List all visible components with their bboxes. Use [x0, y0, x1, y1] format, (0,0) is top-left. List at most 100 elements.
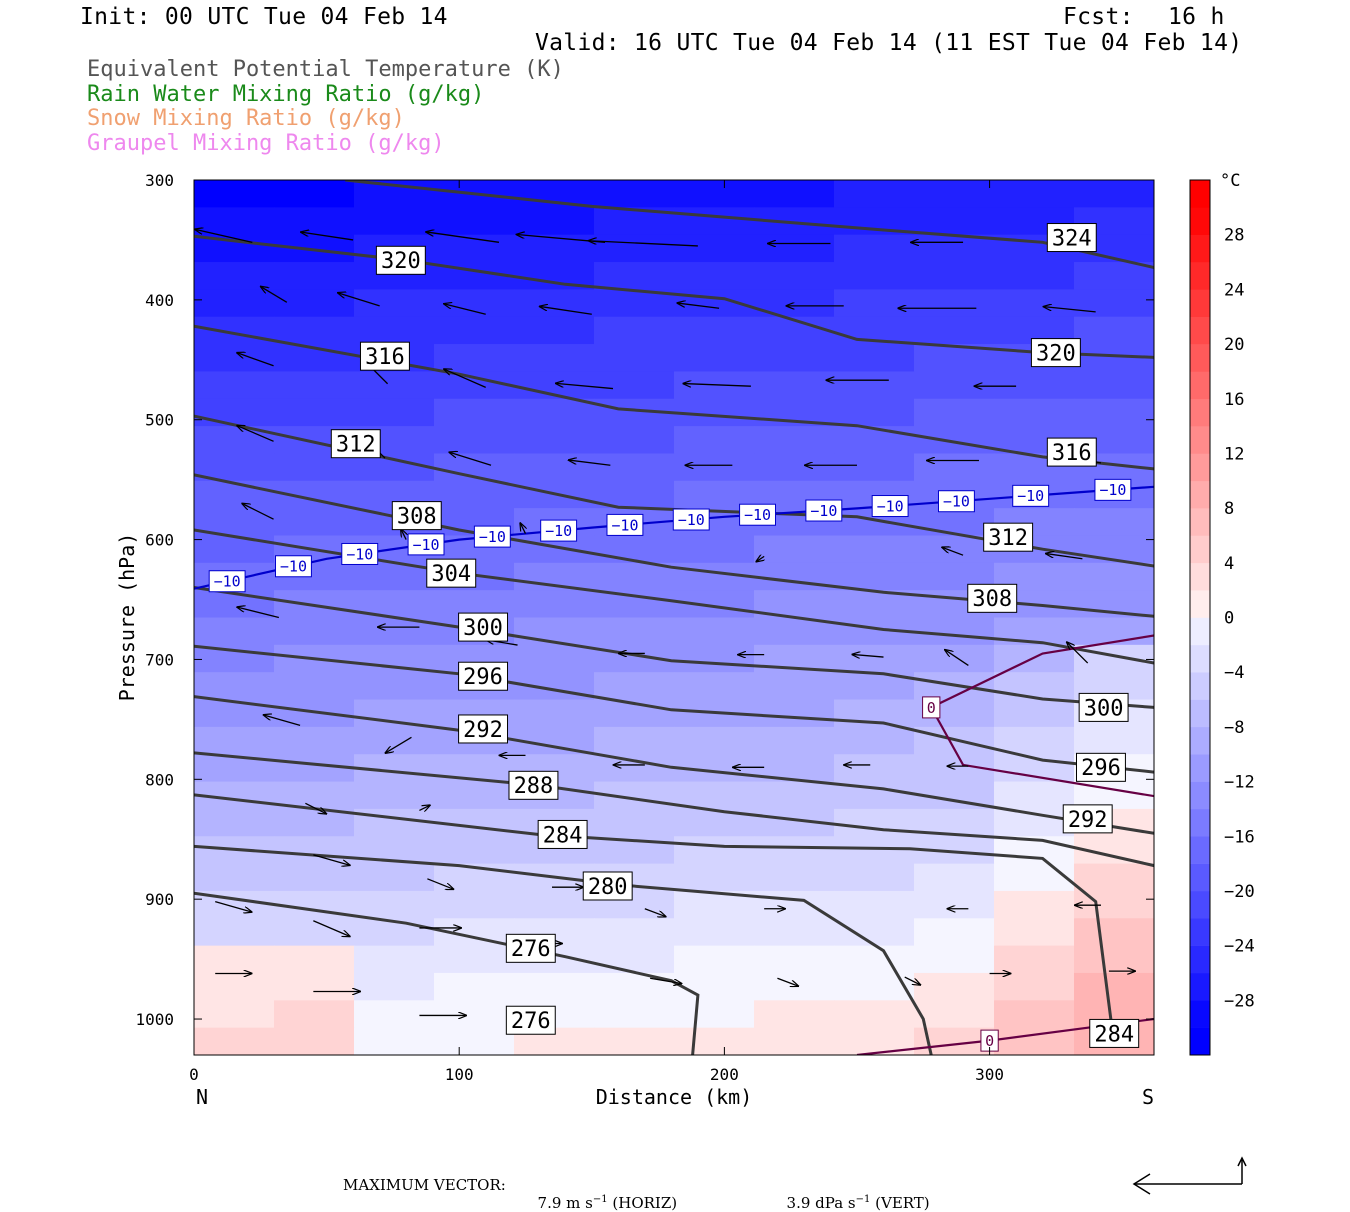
theta-e-label: 308: [972, 587, 1012, 612]
temperature-cell: [434, 426, 515, 455]
temperature-cell: [514, 207, 595, 236]
temperature-cell: [434, 1027, 515, 1055]
temperature-cell: [274, 180, 355, 208]
temperature-cell: [1074, 508, 1154, 537]
temperature-cell: [674, 453, 755, 482]
temperature-cell: [434, 1000, 515, 1029]
temperature-cell: [594, 453, 675, 482]
temperature-cell: [594, 234, 675, 263]
temperature-cell: [434, 480, 515, 509]
temperature-cell: [1074, 398, 1154, 427]
temperature-cell: [594, 617, 675, 646]
legend-theta-e: Equivalent Potential Temperature (K): [87, 57, 564, 82]
temperature-cell: [594, 535, 675, 564]
temperature-cell: [674, 535, 755, 564]
isotherm-label: −10: [214, 573, 241, 591]
legend-snow: Snow Mixing Ratio (g/kg): [87, 106, 405, 131]
temperature-cell: [354, 726, 435, 755]
vert-value: 3.9 dPa s: [786, 1194, 856, 1212]
temperature-cell: [194, 262, 275, 290]
isotherm-label: 0: [927, 699, 936, 717]
theta-e-line-304: [194, 528, 1154, 665]
temperature-cell: [674, 781, 755, 810]
isotherm-label-box: [739, 503, 776, 526]
temperature-cell: [434, 398, 515, 427]
colorbar-segment: [1190, 617, 1210, 646]
theta-e-label: 276: [511, 937, 551, 962]
colorbar-tick-label: −24: [1224, 937, 1255, 957]
temperature-cell: [754, 289, 835, 318]
max-vector-label: MAXIMUM VECTOR:: [343, 1176, 506, 1194]
theta-e-label: 288: [514, 774, 554, 799]
temperature-cell: [914, 535, 995, 564]
colorbar-segment: [1190, 262, 1210, 290]
temperature-cell: [354, 1000, 435, 1029]
colorbar-segment: [1190, 863, 1210, 892]
theta-e-label-box: [1030, 338, 1081, 368]
wind-vector: [777, 977, 798, 986]
temperature-cell: [274, 808, 355, 837]
temperature-cell: [914, 972, 995, 1001]
wind-vector: [945, 650, 969, 666]
colorbar-segment: [1190, 508, 1210, 536]
colorbar-segment: [1190, 972, 1210, 1001]
isotherm-label: −10: [611, 516, 638, 534]
axes: 0 100 200 300 300 400 500 600 700 800 900 1000: [135, 171, 1154, 1084]
theta-e-label: 316: [1052, 441, 1092, 466]
colorbar-tick-label: 12: [1224, 444, 1244, 464]
theta-e-label: 284: [543, 823, 583, 848]
wind-vector: [301, 232, 354, 241]
colorbar-segment: [1190, 535, 1210, 564]
y-tick-label: 300: [145, 171, 174, 190]
temperature-cell: [914, 234, 995, 263]
isotherm-label: −10: [1099, 481, 1126, 499]
temperature-cell: [834, 754, 915, 783]
colorbar-segment: [1190, 562, 1210, 591]
temperature-cell: [194, 945, 275, 974]
temperature-cell: [594, 972, 675, 1001]
temperature-cell: [834, 644, 915, 673]
isotherm-label: −10: [1017, 487, 1044, 505]
temperature-cell: [594, 808, 675, 837]
colorbar-segment: [1190, 890, 1210, 919]
y-tick-label: 500: [145, 411, 174, 430]
temperature-cell: [674, 644, 755, 673]
forecast-hour: 16 h: [1168, 4, 1225, 30]
colorbar-segment: [1190, 316, 1210, 345]
temperature-cell: [434, 836, 515, 865]
max-horiz-vector: 7.9 m s−1 (HORIZ): [528, 1176, 678, 1212]
theta-e-label: 324: [1052, 226, 1092, 251]
temperature-cell: [354, 808, 435, 837]
temperature-cell: [194, 344, 275, 373]
temperature-cell: [434, 316, 515, 345]
wind-vector: [644, 908, 666, 917]
theta-e-label: 300: [1084, 696, 1124, 721]
temperature-cell: [194, 234, 275, 263]
isotherm-label-box: [606, 513, 644, 536]
temperature-cell: [274, 699, 355, 728]
temperature-cell: [194, 180, 275, 208]
temperature-cell: [434, 781, 515, 810]
temperature-cell: [594, 180, 675, 208]
isotherm-label: −10: [943, 493, 970, 511]
temperature-cell: [354, 316, 435, 345]
colorbar-segment: [1190, 945, 1210, 974]
temperature-cell: [434, 289, 515, 318]
temperature-cell: [834, 535, 915, 564]
temperature-cell: [834, 262, 915, 290]
temperature-cell: [914, 180, 995, 208]
temperature-cell: [274, 617, 355, 646]
colorbar-tick-label: −12: [1224, 773, 1255, 793]
temperature-cell: [834, 918, 915, 947]
wind-vector: [338, 293, 380, 307]
temperature-cell: [514, 426, 595, 455]
wind-vector: [904, 976, 921, 985]
theta-e-label: 292: [1068, 808, 1108, 833]
colorbar-segment: [1190, 699, 1210, 728]
colorbar-segment: [1190, 918, 1210, 946]
theta-e-label-box: [458, 612, 509, 642]
y-tick-label: 400: [145, 291, 174, 310]
temperature-cell: [754, 453, 835, 482]
colorbar-tick-label: 16: [1224, 390, 1244, 410]
